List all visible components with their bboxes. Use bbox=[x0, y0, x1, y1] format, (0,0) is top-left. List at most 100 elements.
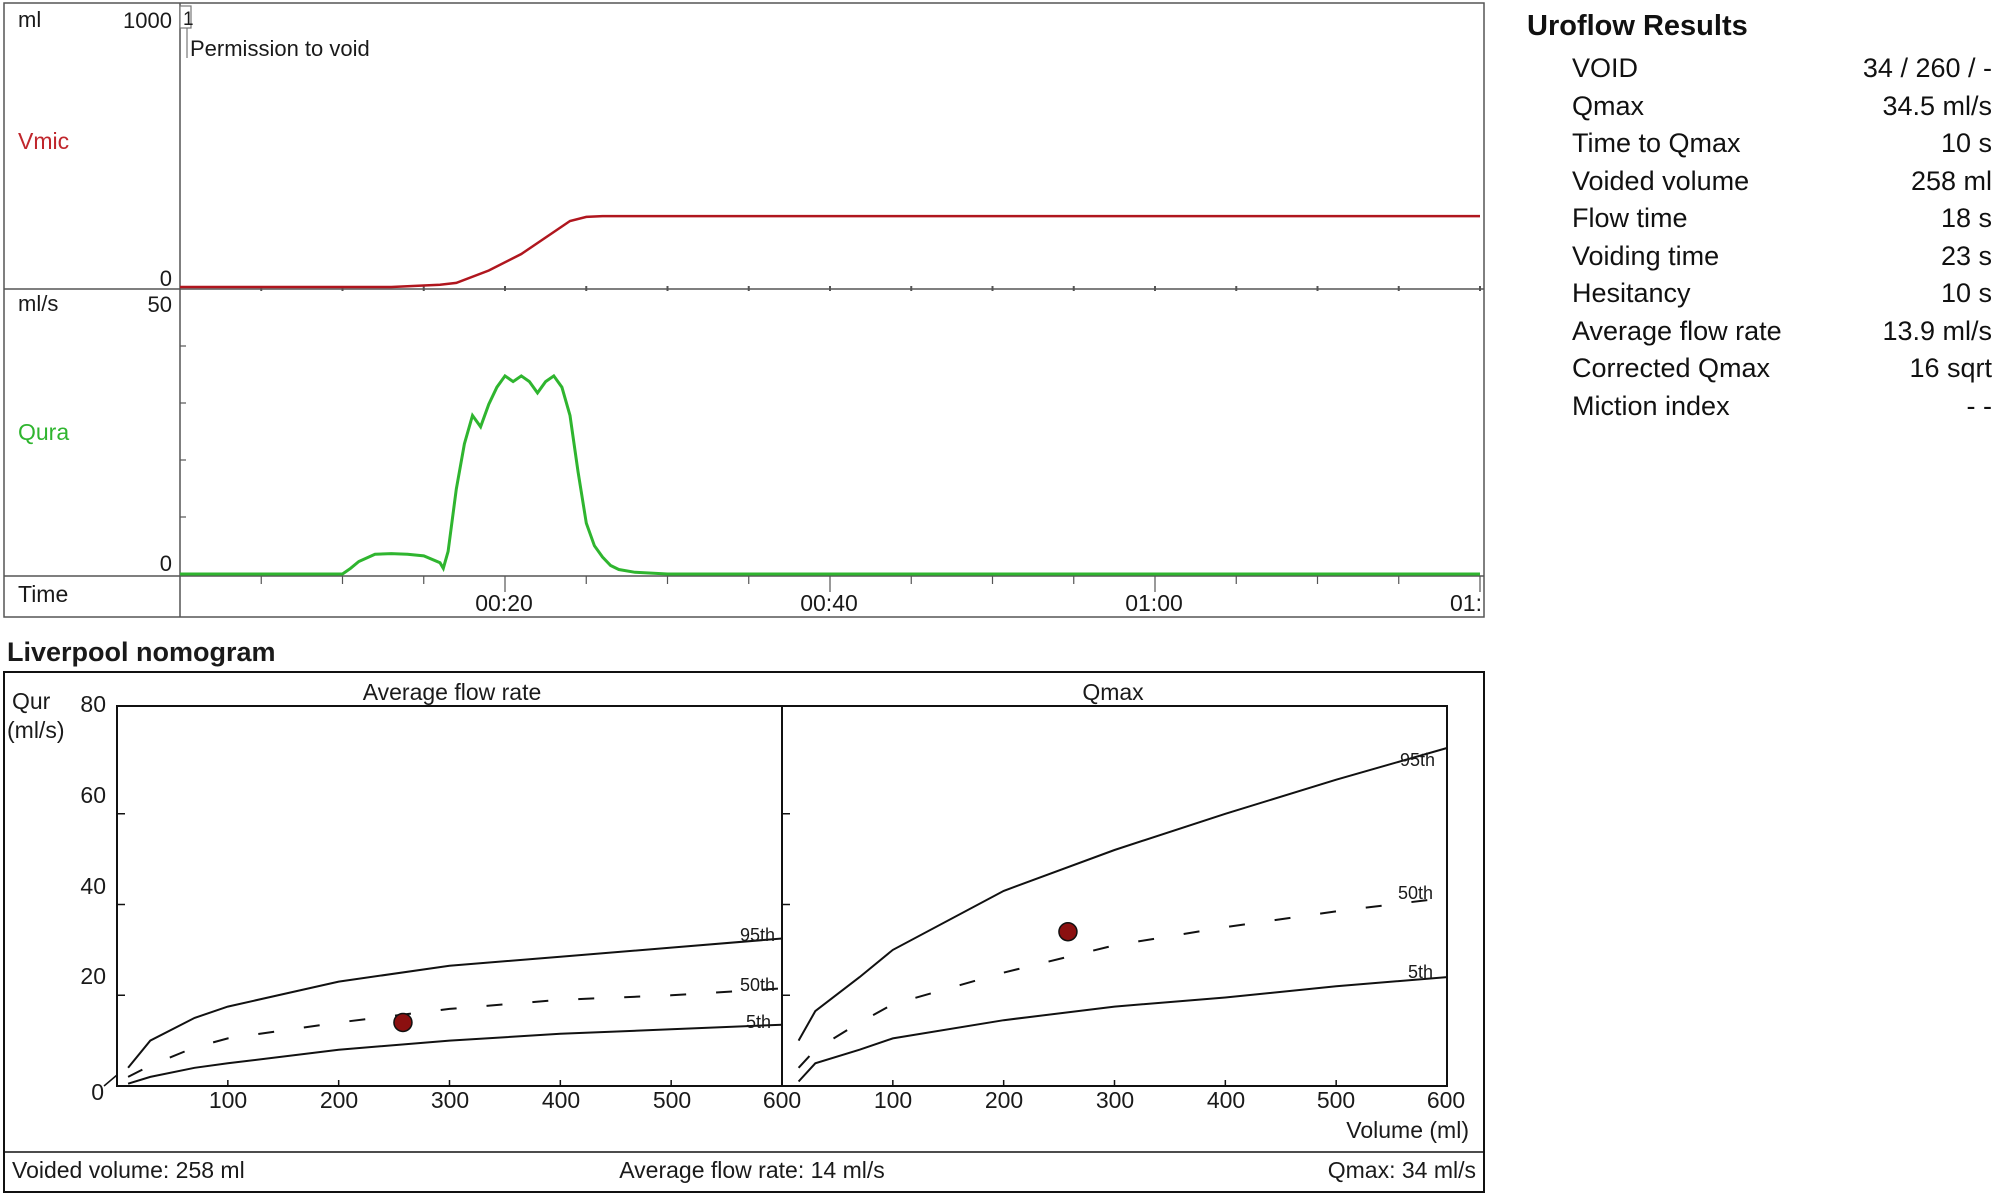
nomogram-y-tick-labels: 80 60 40 20 0 bbox=[80, 691, 106, 1105]
result-label: Qmax bbox=[1572, 90, 1645, 121]
y-tick-label: 0 bbox=[91, 1079, 104, 1105]
result-label: VOID bbox=[1572, 53, 1639, 83]
qura-channel-label: Qura bbox=[18, 419, 69, 445]
y-tick-label: 60 bbox=[80, 782, 106, 808]
uroflow-results-panel: Uroflow Results VOID 34 / 260 / - Qmax 34.… bbox=[1527, 10, 1992, 428]
result-label: Miction index bbox=[1572, 390, 1730, 421]
result-value: 16 sqrt bbox=[1909, 353, 1992, 383]
result-label: Corrected Qmax bbox=[1572, 353, 1771, 383]
result-label: Hesitancy bbox=[1572, 278, 1691, 308]
axis-origin-mark bbox=[103, 1074, 118, 1087]
result-value: 34 / 260 / - bbox=[1862, 53, 1992, 83]
result-row: Time to Qmax 10 s bbox=[1527, 128, 1992, 166]
result-row: Voiding time 23 s bbox=[1527, 241, 1992, 279]
result-value: 23 s bbox=[1940, 240, 1992, 271]
avg-flow-plot-title: Average flow rate bbox=[363, 679, 542, 705]
qmax-x-tick-labels: 100 200 300 400 500 600 bbox=[874, 1087, 1465, 1113]
volume-unit-label: ml bbox=[18, 7, 41, 32]
marker-box bbox=[179, 5, 192, 29]
result-value: 258 ml bbox=[1910, 165, 1992, 196]
y-tick-label: 40 bbox=[80, 873, 106, 899]
qmax-plot-title: Qmax bbox=[1082, 679, 1144, 705]
volume-zero-label: 0 bbox=[160, 266, 172, 291]
time-axis-label: Time bbox=[18, 581, 68, 607]
time-tick-label: 01:00 bbox=[1125, 590, 1183, 616]
x-tick-label: 500 bbox=[653, 1087, 691, 1113]
y-tick-label: 80 bbox=[80, 691, 106, 717]
vmic-channel-label: Vmic bbox=[18, 128, 69, 154]
qura-series-line bbox=[180, 373, 1480, 576]
flow-max-label: 50 bbox=[148, 292, 172, 317]
x-tick-label: 200 bbox=[985, 1087, 1023, 1113]
result-row: Hesitancy 10 s bbox=[1527, 278, 1992, 316]
nomogram-frame bbox=[3, 671, 1485, 1193]
flow-unit-label: ml/s bbox=[18, 291, 58, 316]
result-label: Time to Qmax bbox=[1572, 128, 1741, 158]
x-tick-label: 600 bbox=[1427, 1087, 1465, 1113]
time-tick-label: 00:40 bbox=[800, 590, 858, 616]
result-row: VOID 34 / 260 / - bbox=[1527, 53, 1992, 91]
y-tick-label: 20 bbox=[80, 963, 106, 989]
result-value: 13.9 ml/s bbox=[1882, 315, 1992, 346]
avg-95th-label: 95th bbox=[740, 925, 775, 945]
x-tick-label: 300 bbox=[1096, 1087, 1134, 1113]
uroflow-trace-panel: ml 1000 0 Vmic 1 Permission to void ml/s… bbox=[3, 2, 1485, 618]
nomogram-y-label-line2: (ml/s) bbox=[7, 717, 64, 743]
percentile-curve-50th bbox=[797, 896, 1448, 1069]
nomogram-section: Liverpool nomogram Qur (ml/s) Average fl… bbox=[3, 637, 1485, 1193]
qmax-95th-label: 95th bbox=[1400, 750, 1435, 770]
result-value: - - bbox=[1966, 390, 1992, 421]
percentile-curve-50th bbox=[127, 987, 783, 1078]
footer-qmax: Qmax: 34 ml/s bbox=[1328, 1157, 1476, 1183]
percentile-labels: 95th 50th 5th 95th 50th 5th bbox=[740, 750, 1435, 1032]
qmax-5th-label: 5th bbox=[1408, 962, 1433, 982]
x-tick-label: 600 bbox=[763, 1087, 801, 1113]
avg-5th-label: 5th bbox=[746, 1012, 771, 1032]
result-value: 18 s bbox=[1940, 203, 1992, 233]
qmax-50th-label: 50th bbox=[1398, 883, 1433, 903]
percentile-curve-95th bbox=[797, 747, 1448, 1042]
result-row: Miction index - - bbox=[1527, 391, 1992, 429]
x-tick-label: 300 bbox=[431, 1087, 469, 1113]
nomogram-heading: Liverpool nomogram bbox=[7, 637, 276, 667]
x-tick-label: 400 bbox=[542, 1087, 580, 1113]
result-value: 34.5 ml/s bbox=[1882, 90, 1992, 121]
trace-axis-ticks bbox=[180, 286, 1481, 592]
permission-marker: 1 Permission to void bbox=[179, 5, 370, 61]
nomogram-curves bbox=[103, 747, 1448, 1087]
result-row: Flow time 18 s bbox=[1527, 203, 1992, 241]
percentile-curve-5th bbox=[797, 976, 1448, 1083]
trace-time-labels: 00:20 00:40 01:00 01: bbox=[475, 590, 1482, 616]
marker-number: 1 bbox=[183, 9, 194, 30]
x-tick-label: 100 bbox=[874, 1087, 912, 1113]
footer-voided-volume: Voided volume: 258 ml bbox=[12, 1157, 245, 1183]
results-title: Uroflow Results bbox=[1527, 10, 1748, 42]
qmax-plot-frame bbox=[781, 705, 1448, 1087]
nomogram-y-label-line1: Qur bbox=[12, 688, 51, 714]
x-tick-label: 200 bbox=[320, 1087, 358, 1113]
avg-50th-label: 50th bbox=[740, 975, 775, 995]
footer-average-flow: Average flow rate: 14 ml/s bbox=[619, 1157, 884, 1183]
flow-zero-label: 0 bbox=[160, 551, 172, 576]
result-row: Qmax 34.5 ml/s bbox=[1527, 91, 1992, 129]
result-row: Average flow rate 13.9 ml/s bbox=[1527, 316, 1992, 354]
x-tick-label: 400 bbox=[1207, 1087, 1245, 1113]
vmic-series-line bbox=[180, 214, 1480, 289]
nomogram-x-label: Volume (ml) bbox=[1346, 1117, 1469, 1143]
marker-text: Permission to void bbox=[190, 36, 370, 61]
patient-data-point bbox=[1058, 921, 1078, 942]
result-row: Voided volume 258 ml bbox=[1527, 166, 1992, 204]
trace-frame bbox=[3, 2, 1485, 618]
volume-max-label: 1000 bbox=[123, 8, 172, 33]
result-value: 10 s bbox=[1940, 128, 1992, 158]
patient-data-point bbox=[393, 1012, 413, 1033]
avg-flow-x-tick-labels: 100 200 300 400 500 600 bbox=[209, 1087, 801, 1113]
result-label: Flow time bbox=[1572, 203, 1688, 233]
percentile-curve-5th bbox=[127, 1023, 783, 1085]
x-tick-label: 100 bbox=[209, 1087, 247, 1113]
result-row: Corrected Qmax 16 sqrt bbox=[1527, 353, 1992, 391]
result-value: 10 s bbox=[1940, 278, 1992, 308]
result-label: Average flow rate bbox=[1572, 315, 1782, 346]
percentile-curve-95th bbox=[127, 937, 783, 1069]
